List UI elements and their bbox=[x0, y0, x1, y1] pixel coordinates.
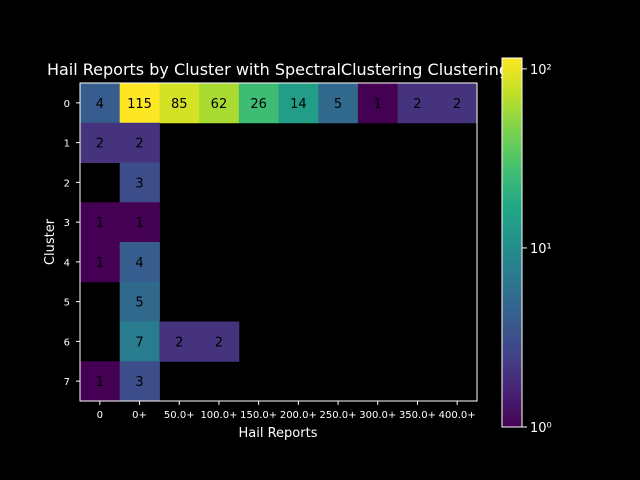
x-tick-label: 300.0+ bbox=[359, 410, 396, 421]
x-tick-label: 200.0+ bbox=[280, 410, 317, 421]
y-tick-label: 2 bbox=[64, 178, 70, 189]
cell-value-label: 2 bbox=[135, 137, 143, 152]
x-tick-label: 250.0+ bbox=[320, 410, 357, 421]
cell-value-label: 1 bbox=[96, 216, 104, 231]
heatmap-cell bbox=[119, 83, 160, 124]
heatmap-cell bbox=[119, 242, 160, 283]
cell-value-label: 2 bbox=[96, 137, 104, 152]
heatmap-cell bbox=[238, 83, 279, 124]
heatmap-cell bbox=[80, 202, 121, 243]
y-tick-label: 4 bbox=[64, 258, 70, 269]
chart-title: Hail Reports by Cluster with SpectralClu… bbox=[47, 60, 509, 79]
cell-value-label: 3 bbox=[135, 375, 143, 390]
x-tick-label: 400.0+ bbox=[439, 410, 476, 421]
cell-value-label: 115 bbox=[127, 97, 152, 112]
heatmap-cell bbox=[159, 321, 200, 362]
cell-value-label: 2 bbox=[215, 335, 223, 350]
x-axis: 0 0+ 50.0+ 100.0+ 150.0+ 200.0+ 250.0+ 300.0+ 35… bbox=[97, 401, 476, 421]
heatmap-cell bbox=[80, 242, 121, 283]
colorbar-tick-label: 10¹ bbox=[530, 242, 552, 257]
cell-value-label: 1 bbox=[96, 256, 104, 271]
heatmap-cell bbox=[278, 83, 319, 124]
cell-value-label: 5 bbox=[135, 296, 143, 311]
heatmap-cell bbox=[119, 321, 160, 362]
y-axis: 0 1 2 3 4 5 6 7 bbox=[64, 99, 80, 388]
x-tick-label: 100.0+ bbox=[200, 410, 237, 421]
cell-value-label: 26 bbox=[250, 97, 267, 112]
heatmap-cell bbox=[119, 162, 160, 203]
y-tick-label: 0 bbox=[64, 99, 70, 110]
heatmap-cell bbox=[80, 122, 121, 163]
y-axis-label: Cluster bbox=[43, 218, 58, 265]
cell-value-label: 4 bbox=[135, 256, 143, 271]
heatmap-cell bbox=[119, 361, 160, 402]
heatmap-cell bbox=[119, 281, 160, 322]
x-tick-label: 350.0+ bbox=[399, 410, 436, 421]
cell-value-label: 3 bbox=[135, 176, 143, 191]
heatmap-cell bbox=[318, 83, 359, 124]
heatmap-cell bbox=[199, 321, 240, 362]
heatmap-cell bbox=[80, 83, 121, 124]
heatmap-cell bbox=[357, 83, 399, 124]
x-tick-label: 0+ bbox=[132, 410, 147, 421]
y-tick-label: 7 bbox=[64, 377, 70, 388]
cell-value-label: 5 bbox=[334, 97, 342, 112]
y-tick-label: 6 bbox=[64, 337, 70, 348]
cell-value-label: 85 bbox=[171, 97, 188, 112]
heatmap-cell bbox=[119, 202, 160, 243]
y-tick-label: 1 bbox=[64, 139, 70, 150]
cell-value-label: 1 bbox=[374, 97, 382, 112]
cell-value-label: 14 bbox=[290, 97, 307, 112]
cell-value-label: 1 bbox=[135, 216, 143, 231]
cell-value-label: 2 bbox=[413, 97, 421, 112]
heatmap-cell bbox=[397, 83, 438, 124]
colorbar-tick-label: 10⁰ bbox=[530, 421, 552, 436]
heatmap-cell bbox=[80, 361, 121, 402]
heatmap-cell bbox=[437, 83, 478, 124]
heatmap-cells bbox=[80, 83, 478, 402]
colorbar: 10⁰ 10¹ 10² bbox=[501, 57, 552, 436]
x-tick-label: 0 bbox=[97, 410, 103, 421]
cell-value-label: 7 bbox=[135, 335, 143, 350]
plot-frame bbox=[79, 82, 478, 402]
x-tick-label: 50.0+ bbox=[164, 410, 195, 421]
cell-value-label: 2 bbox=[453, 97, 461, 112]
cell-value-label: 62 bbox=[211, 97, 228, 112]
heatmap-annotations: 4 115 85 62 26 14 5 1 2 22 231 11 457 2 21 3 bbox=[96, 97, 462, 390]
x-axis-label: Hail Reports bbox=[239, 426, 318, 441]
heatmap-cell bbox=[199, 83, 240, 124]
x-tick-label: 150.0+ bbox=[240, 410, 277, 421]
colorbar-gradient bbox=[501, 57, 523, 428]
cell-value-label: 4 bbox=[96, 97, 104, 112]
cell-value-label: 2 bbox=[175, 335, 183, 350]
y-tick-label: 3 bbox=[64, 218, 70, 229]
cell-value-label: 1 bbox=[96, 375, 104, 390]
y-tick-label: 5 bbox=[64, 298, 70, 309]
colorbar-tick-label: 10² bbox=[530, 63, 552, 78]
heatmap-cell bbox=[159, 83, 200, 124]
heatmap-cell bbox=[119, 122, 160, 163]
